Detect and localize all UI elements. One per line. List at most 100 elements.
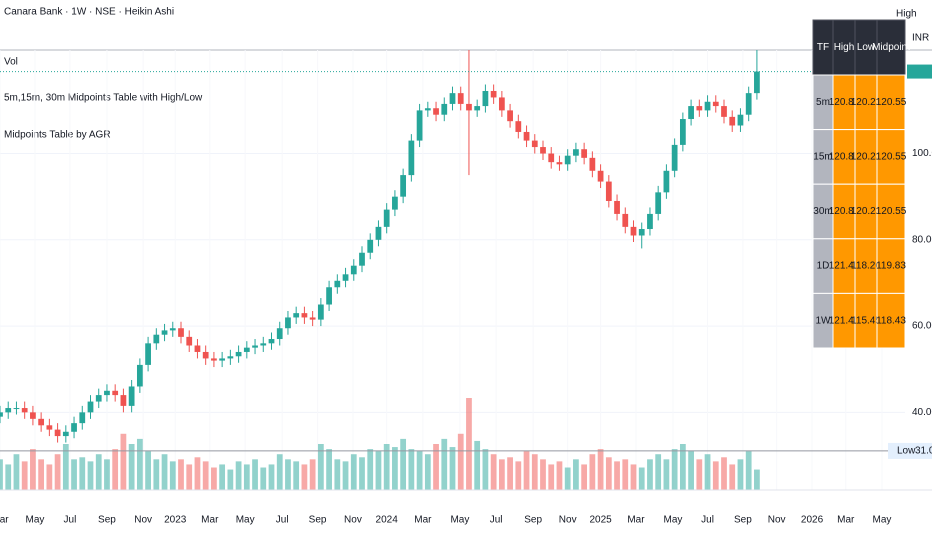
y-tick-label: 80.00 [912, 234, 932, 245]
candle-body [671, 144, 678, 171]
volume-bar [573, 459, 579, 490]
volume-bar [400, 438, 407, 490]
volume-bar [630, 464, 637, 490]
volume-bar [466, 398, 472, 490]
volume-bar [655, 454, 662, 490]
x-tick-label: May [664, 515, 683, 526]
volume-bar [375, 451, 382, 490]
volume-bar [498, 459, 505, 490]
candle-body [745, 93, 752, 115]
candle-body [276, 328, 283, 340]
x-tick-label: Mar [201, 515, 219, 526]
volume-bar [441, 438, 448, 490]
volume-bar [276, 454, 283, 490]
volume-bar [13, 454, 20, 490]
candle-body [211, 358, 217, 361]
candle-body [614, 200, 620, 214]
volume-bar [79, 457, 86, 490]
volume-bar [712, 461, 719, 490]
x-tick-label: May [450, 515, 469, 526]
last-price-tag [907, 64, 932, 79]
volume-bar [416, 451, 423, 490]
volume-bar [696, 459, 703, 490]
volume-bar [614, 461, 620, 490]
volume-bar [219, 464, 226, 490]
volume-bar [0, 459, 3, 490]
x-tick-label: Jul [64, 515, 77, 526]
table-text: 120.55 [876, 206, 907, 217]
x-tick-label: Mar [837, 515, 855, 526]
x-tick-label: Jul [701, 515, 714, 526]
volume-bar [548, 464, 555, 490]
candle-body [243, 347, 250, 352]
volume-bar [647, 459, 653, 490]
candle-body [38, 418, 45, 426]
table-text: 120.55 [876, 152, 907, 163]
volume-bar [309, 459, 316, 490]
candle-body [293, 313, 300, 318]
table-text: 120.23 [851, 152, 882, 163]
table-text: 119.83 [876, 261, 906, 272]
volume-bar [62, 444, 69, 490]
volume-bar [95, 454, 102, 490]
volume-bar [21, 461, 28, 490]
volume-bar [317, 444, 324, 490]
indicator-label: 5m,15m, 30m Midpoints Table with High/Lo… [4, 93, 203, 104]
volume-bar [581, 464, 588, 490]
candle-body [0, 412, 3, 417]
candle-body [21, 408, 28, 413]
volume-bar [449, 447, 456, 490]
low-tag-bg [888, 442, 932, 459]
volume-bar [605, 457, 612, 490]
volume-bar [153, 459, 160, 490]
candle-body [392, 196, 398, 210]
volume-bar [564, 467, 571, 490]
candle-body [721, 106, 727, 117]
candle-body [342, 274, 349, 281]
volume-bar [145, 451, 151, 490]
volume-bar [350, 454, 357, 490]
candle-body [647, 213, 653, 230]
table-text: 115.45 [851, 315, 881, 326]
x-tick-label: Nov [344, 515, 362, 526]
high-tag: High [896, 9, 917, 20]
x-tick-label: 2024 [376, 515, 399, 526]
candle-body [227, 356, 234, 359]
candle-body [589, 157, 596, 171]
candle-body [285, 317, 291, 329]
candle-body [556, 162, 563, 165]
candle-body [46, 425, 53, 430]
candle-body [120, 395, 127, 406]
candle-body [474, 106, 481, 111]
volume-bar [54, 454, 61, 490]
volume-bar [474, 440, 481, 490]
candle-body [704, 101, 711, 111]
table-text: 121.40 [829, 315, 860, 326]
volume-bar [252, 459, 258, 490]
x-tick-label: 2023 [164, 515, 187, 526]
volume-bar [202, 461, 209, 490]
x-tick-label: Jul [276, 515, 289, 526]
x-tick-label: Sep [524, 515, 542, 526]
volume-bar [342, 461, 349, 490]
candle-body [13, 408, 20, 410]
candle-body [178, 328, 184, 337]
volume-bar [556, 461, 563, 490]
volume-bar [326, 449, 332, 490]
volume-bar [729, 464, 736, 490]
candle-body [441, 103, 448, 115]
table-text: 120.23 [851, 97, 882, 108]
candle-body [466, 103, 472, 111]
candle-body [301, 313, 308, 318]
candle-body [531, 140, 538, 148]
volume-bar [663, 459, 670, 490]
candle-body [71, 423, 77, 432]
table-header: TF [817, 42, 829, 53]
volume-bar [293, 461, 300, 490]
candle-body [5, 408, 12, 413]
candle-body [433, 108, 439, 115]
candle-body [112, 390, 119, 396]
volume-bar [597, 449, 604, 490]
candle-body [161, 330, 168, 335]
